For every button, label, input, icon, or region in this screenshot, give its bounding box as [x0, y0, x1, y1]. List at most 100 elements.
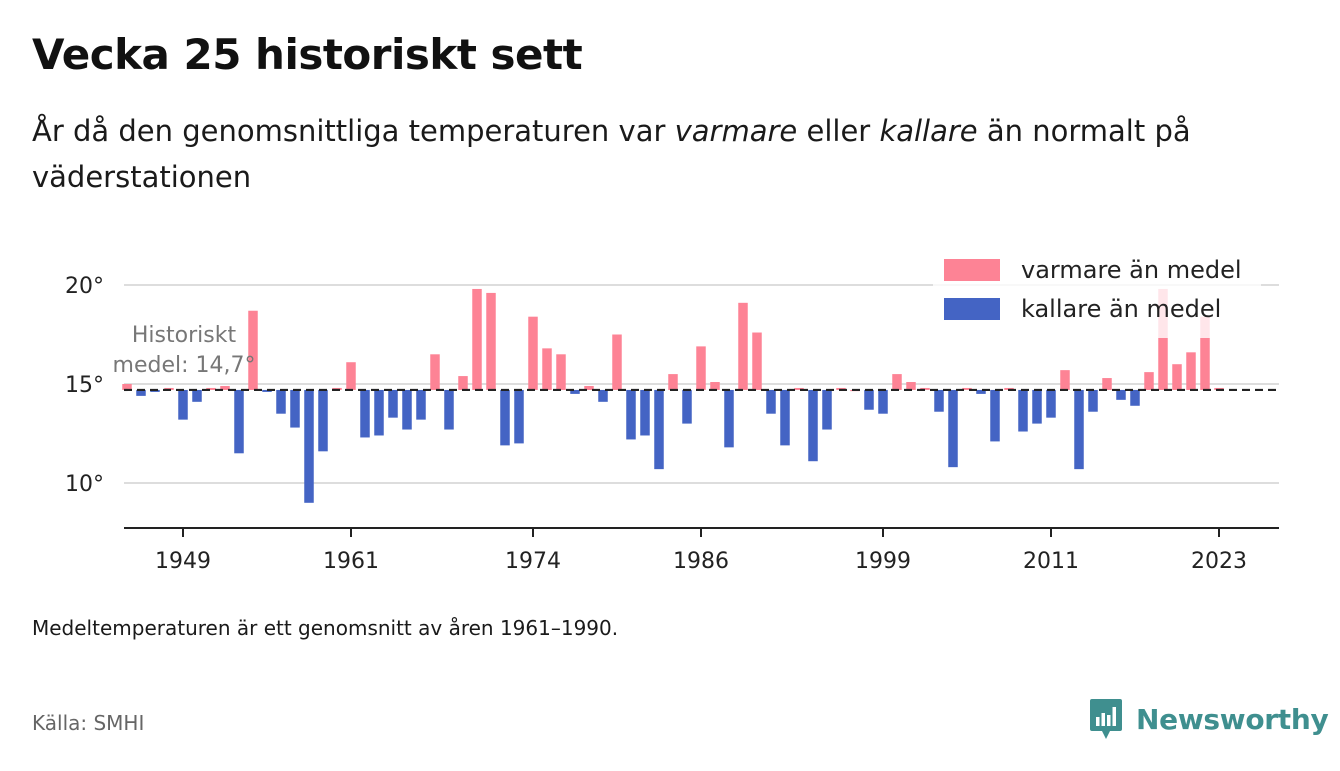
x-tick-label: 1974: [505, 549, 561, 574]
legend-label-warm: varmare än medel: [1021, 256, 1242, 284]
bar-warm: [1186, 352, 1196, 390]
x-tick-label: 1949: [155, 549, 211, 574]
bar-warm: [794, 387, 804, 390]
y-tick-label: 20°: [65, 274, 104, 299]
bar-warm: [906, 382, 916, 390]
bar-warm: [542, 348, 552, 390]
bar-cold: [1032, 389, 1042, 424]
bar-cold: [780, 389, 790, 446]
brand-logo: Newsworthy: [1088, 697, 1329, 741]
bar-cold: [374, 389, 384, 436]
newsworthy-logo-icon: [1090, 699, 1122, 739]
bar-warm: [962, 387, 972, 390]
bar-cold: [808, 389, 818, 462]
bar-cold: [570, 389, 580, 394]
bar-warm: [220, 385, 230, 390]
bar-warm: [1200, 316, 1210, 390]
bar-cold: [864, 389, 874, 410]
bar-warm: [458, 376, 468, 390]
bar-cold: [360, 389, 370, 438]
bar-cold: [444, 389, 454, 430]
bar-warm: [696, 346, 706, 390]
x-tick-label: 1986: [673, 549, 729, 574]
bar-cold: [234, 389, 244, 454]
y-tick-label: 10°: [65, 472, 104, 497]
bar-warm: [710, 382, 720, 390]
bar-warm: [472, 288, 482, 390]
bar-cold: [766, 389, 776, 414]
x-tick-label: 2023: [1191, 549, 1247, 574]
bar-cold: [654, 389, 664, 470]
bar-cold: [402, 389, 412, 430]
bar-warm: [206, 387, 216, 390]
bar-cold: [626, 389, 636, 440]
subtitle-text-3: än normalt på väderstationen: [32, 114, 1191, 194]
legend-label-cold: kallare än medel: [1021, 295, 1221, 323]
bar-cold: [416, 389, 426, 420]
bar-warm: [556, 354, 566, 390]
bar-cold: [640, 389, 650, 436]
bar-warm: [738, 302, 748, 390]
bar-cold: [136, 389, 146, 396]
bar-cold: [388, 389, 398, 418]
bar-warm: [584, 385, 594, 390]
baseline-label-line2: medel: 14,7°: [113, 353, 256, 378]
legend-swatch-cold: [944, 298, 1000, 320]
source-text: Källa: SMHI: [32, 711, 145, 735]
bar-cold: [598, 389, 608, 402]
bar-warm: [1060, 370, 1070, 390]
chart-title: Vecka 25 historiskt sett: [32, 30, 583, 79]
subtitle-text: År då den genomsnittliga temperaturen va…: [32, 114, 675, 148]
subtitle-colder: kallare: [879, 114, 978, 148]
y-tick-label: 15°: [65, 373, 104, 398]
bar-warm: [1102, 378, 1112, 390]
bar-cold: [192, 389, 202, 402]
footnote: Medeltemperaturen är ett genomsnitt av å…: [32, 616, 619, 640]
legend-swatch-warm: [944, 259, 1000, 281]
bar-warm: [1158, 288, 1168, 390]
bar-cold: [500, 389, 510, 446]
bar-warm: [248, 310, 258, 390]
bar-cold: [1116, 389, 1126, 400]
bar-cold: [1130, 389, 1140, 406]
bar-cold: [1088, 389, 1098, 412]
bar-cold: [1046, 389, 1056, 418]
bar-warm: [528, 316, 538, 390]
bar-cold: [822, 389, 832, 430]
bar-cold: [724, 389, 734, 448]
bar-cold: [878, 389, 888, 414]
bar-warm: [612, 334, 622, 390]
bar-cold: [276, 389, 286, 414]
bar-warm: [122, 384, 132, 390]
bar-cold: [948, 389, 958, 468]
bar-warm: [486, 292, 496, 390]
bar-cold: [318, 389, 328, 452]
x-tick-label: 1961: [323, 549, 379, 574]
bars-group: [122, 288, 1224, 503]
x-tick-label: 2011: [1023, 549, 1079, 574]
y-ticks: 10° 15° 20°: [65, 274, 104, 497]
bar-cold: [990, 389, 1000, 442]
bar-warm: [346, 362, 356, 390]
subtitle-warmer: varmare: [674, 114, 798, 148]
bar-warm: [892, 374, 902, 390]
x-ticks: 1949 1961 1974 1986 1999 2011 2023: [155, 528, 1247, 574]
bar-cold: [934, 389, 944, 412]
subtitle-text-2: eller: [797, 114, 880, 148]
bar-cold: [1074, 389, 1084, 470]
bar-cold: [178, 389, 188, 420]
bar-cold: [976, 389, 986, 394]
x-tick-label: 1999: [855, 549, 911, 574]
bar-cold: [304, 389, 314, 503]
bar-cold: [290, 389, 300, 428]
bar-warm: [1172, 364, 1182, 390]
bar-cold: [514, 389, 524, 444]
bar-warm: [430, 354, 440, 390]
baseline-label-line1: Historiskt: [132, 323, 237, 348]
legend: varmare än medel kallare än medel: [933, 250, 1261, 338]
brand-name: Newsworthy: [1136, 702, 1329, 736]
bar-cold: [682, 389, 692, 424]
bar-cold: [1018, 389, 1028, 432]
chart-subtitle: År då den genomsnittliga temperaturen va…: [32, 108, 1292, 200]
